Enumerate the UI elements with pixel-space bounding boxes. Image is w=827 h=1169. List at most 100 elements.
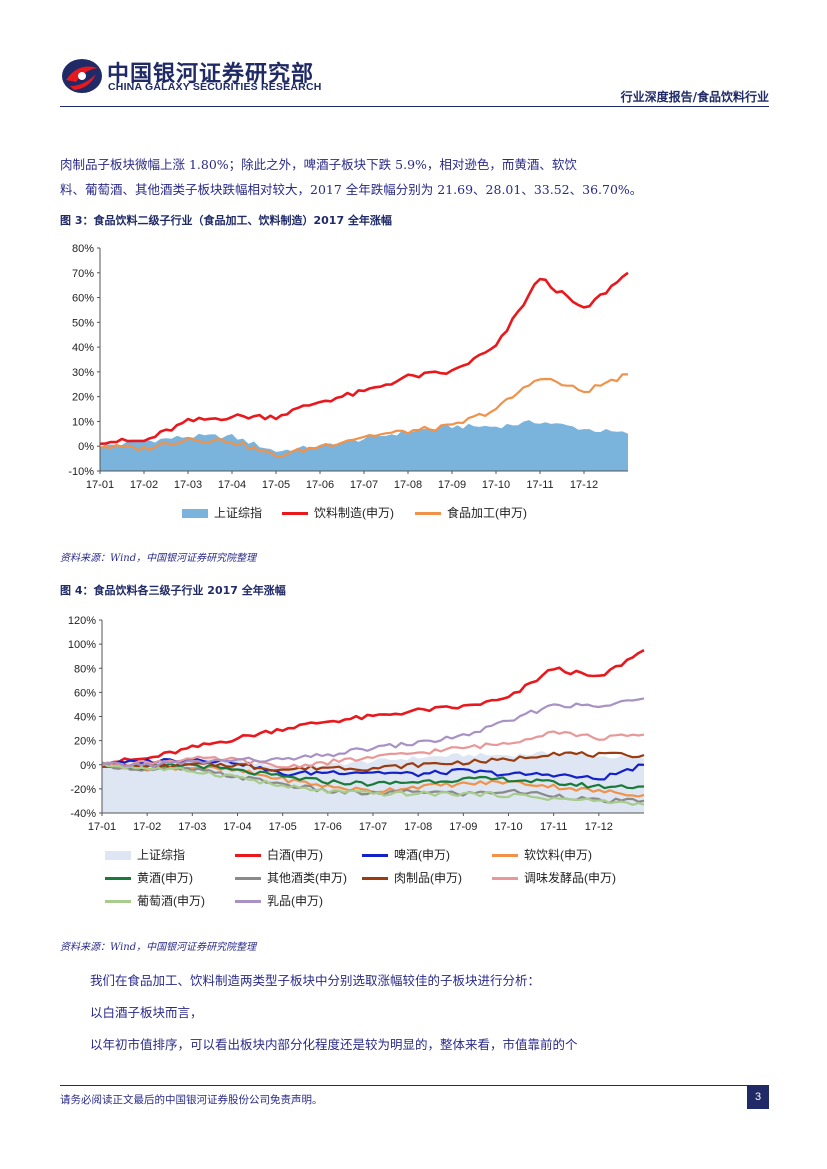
legend-label: 乳品(申万) [267,894,323,908]
y-tick-label: -10% [68,466,94,478]
x-tick-label: 17-03 [174,479,202,491]
legend-item: 葡萄酒(申万) [105,892,205,909]
x-tick-label: 17-11 [540,821,567,833]
y-tick-label: 80% [72,243,94,255]
y-tick-label: 30% [72,367,94,379]
y-tick-label: 0% [80,760,96,772]
legend-swatch [182,509,208,519]
figure-3-title: 图 3：食品饮料二级子行业（食品加工、饮料制造）2017 全年涨幅 [60,214,392,227]
y-tick-label: 70% [72,268,94,280]
x-tick-label: 17-09 [438,479,466,491]
legend-swatch [362,877,388,881]
legend-label: 啤酒(申万) [394,848,450,862]
series-line [101,649,645,766]
legend-label: 白酒(申万) [267,848,323,862]
intro-line-2: 料、葡萄酒、其他酒类子板块跌幅相对较大，2017 全年跌幅分别为 21.69、2… [60,182,643,197]
brand-name-en: CHINA GALAXY SECURITIES RESEARCH [108,81,322,93]
body-paragraph-2: 以白酒子板块而言， [90,1005,203,1020]
header-divider [60,106,769,107]
y-tick-label: -40% [70,808,96,820]
legend-label: 葡萄酒(申万) [137,894,205,908]
legend-label: 调味发酵品(申万) [524,871,616,885]
y-tick-label: 20% [74,736,96,748]
x-tick-label: 17-08 [394,479,422,491]
series-line [101,730,645,769]
y-tick-label: 120% [68,615,96,627]
legend-label: 肉制品(申万) [394,871,462,885]
legend-label: 黄酒(申万) [137,871,193,885]
y-tick-label: 60% [72,293,94,305]
legend-item: 上证综指 [182,504,262,521]
legend-item: 食品加工(申万) [415,504,527,521]
chart-sub-industries: -40% -20% 0% 20% 40% 60% 80% 100% 120% 17-01 17-02… [68,615,645,833]
footer-disclaimer: 请务必阅读正文最后的中国银河证券股份公司免责声明。 [60,1094,323,1106]
series-line [99,271,629,446]
legend-label: 其他酒类(申万) [267,871,347,885]
body-paragraph-3: 以年初市值排序，可以看出板块内部分化程度还是较为明显的，整体来看，市值靠前的个 [90,1037,578,1052]
y-tick-label: 80% [74,663,96,675]
x-tick-label: 17-02 [133,821,161,833]
legend-swatch [235,877,261,881]
y-tick-label: 60% [74,687,96,699]
legend-label: 饮料制造(申万) [314,506,394,520]
series-line [99,373,629,458]
page-number: 3 [747,1085,769,1109]
legend-swatch [415,512,441,516]
x-tick-label: 17-12 [585,821,613,833]
legend-item: 白酒(申万) [235,846,323,863]
legend-label: 上证综指 [137,848,186,862]
footer-divider [60,1085,769,1086]
x-tick-label: 17-09 [449,821,477,833]
x-tick-label: 17-10 [494,821,522,833]
y-tick-label: 100% [68,639,96,651]
figure-3-source: 资料来源：Wind，中国银河证券研究院整理 [60,553,257,564]
galaxy-logo-icon [62,59,102,93]
x-tick-label: 17-05 [262,479,290,491]
legend-label: 食品加工(申万) [447,506,527,520]
series-line [101,761,645,806]
legend-item: 啤酒(申万) [362,846,450,863]
legend-item: 肉制品(申万) [362,869,462,886]
body-paragraph-1: 我们在食品加工、饮料制造两类型子板块中分别选取涨幅较佳的子板块进行分析： [90,973,541,988]
legend-label: 上证综指 [214,506,263,520]
x-tick-label: 17-01 [88,821,116,833]
legend-swatch [105,900,131,904]
x-tick-label: 17-07 [350,479,378,491]
x-tick-label: 17-12 [570,479,598,491]
report-type: 行业深度报告/食品饮料行业 [620,90,769,104]
x-tick-label: 17-03 [178,821,206,833]
y-tick-label: -20% [70,784,96,796]
chart-beverage-food: -10% 0% 10% 20% 30% 40% 50% 60% 70% 80% 17-01 17-02… [68,243,629,491]
legend-swatch [235,854,261,858]
y-tick-label: 0% [78,441,94,453]
legend-item: 调味发酵品(申万) [492,869,616,886]
x-tick-label: 17-06 [306,479,334,491]
legend-swatch [362,854,388,858]
figure-4-title: 图 4：食品饮料各三级子行业 2017 全年涨幅 [60,584,286,597]
series-line [101,697,645,768]
legend-swatch [105,851,131,861]
x-tick-label: 17-04 [218,479,246,491]
legend-item: 软饮料(申万) [492,846,592,863]
legend-swatch [105,877,131,881]
legend-swatch [492,877,518,881]
x-tick-label: 17-11 [526,479,553,491]
x-tick-label: 17-04 [223,821,251,833]
x-tick-label: 17-01 [86,479,114,491]
x-tick-label: 17-06 [314,821,342,833]
legend-swatch [492,854,518,858]
x-tick-label: 17-10 [482,479,510,491]
legend-swatch [282,512,308,516]
legend-item: 黄酒(申万) [105,869,193,886]
legend-swatch [235,900,261,904]
x-tick-label: 17-05 [269,821,297,833]
legend-item: 饮料制造(申万) [282,504,394,521]
x-tick-label: 17-02 [130,479,158,491]
figure-4-source: 资料来源：Wind，中国银河证券研究院整理 [60,942,257,953]
y-tick-label: 40% [72,342,94,354]
legend-item: 乳品(申万) [235,892,323,909]
x-tick-label: 17-07 [359,821,387,833]
legend-item: 其他酒类(申万) [235,869,347,886]
series-line [101,751,645,772]
series-area-shanghai-index [100,420,628,471]
